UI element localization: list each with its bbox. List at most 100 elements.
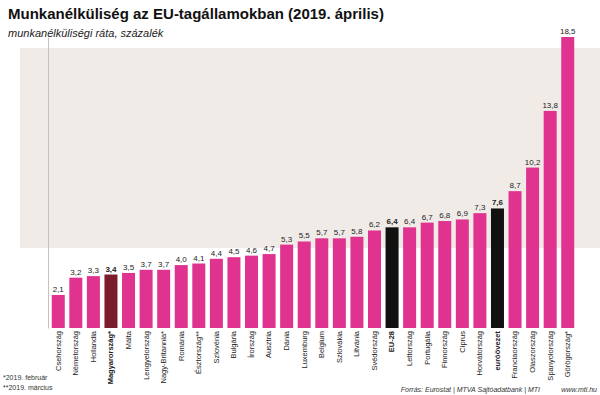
- bar: [298, 241, 311, 328]
- x-tick-label: Ciprus: [458, 331, 467, 353]
- x-tick: euróövezet: [493, 328, 502, 371]
- x-tick: Luxemburg: [300, 328, 309, 369]
- data-label: 6,4: [404, 217, 416, 226]
- bar: [122, 273, 135, 328]
- x-tick-label: Bulgária: [229, 330, 238, 358]
- data-label: 3,7: [141, 260, 153, 269]
- data-label: 5,5: [299, 231, 311, 240]
- bars: [52, 37, 574, 328]
- bar: [175, 265, 188, 328]
- bar: [368, 230, 381, 328]
- bar: [280, 245, 293, 328]
- bar: [438, 221, 451, 328]
- bar: [561, 37, 574, 328]
- data-label: 4,1: [193, 254, 205, 263]
- x-tick-label: Észtország**: [194, 331, 203, 374]
- data-label: 7,3: [474, 203, 486, 212]
- data-label: 8,7: [509, 181, 521, 190]
- bar: [210, 259, 223, 328]
- x-tick-label: Spanyolország: [546, 331, 555, 381]
- bar: [386, 227, 399, 328]
- bar: [104, 275, 117, 328]
- x-tick-label: Lengyelország: [141, 331, 150, 380]
- chart: 2,13,23,33,43,53,73,74,04,14,44,54,64,75…: [0, 0, 600, 395]
- x-tick-label: Írország: [247, 331, 256, 358]
- x-tick: Litvánia: [352, 328, 361, 357]
- data-label: 3,5: [123, 263, 135, 272]
- data-label: 5,7: [316, 228, 328, 237]
- bar: [473, 213, 486, 328]
- x-tick: Portugália: [423, 328, 432, 365]
- x-tick: Spanyolország: [546, 328, 555, 381]
- x-tick-label: Litvánia: [352, 330, 361, 357]
- x-tick: Szlovákia: [335, 328, 344, 363]
- x-tick: Románia: [177, 328, 186, 361]
- bar: [526, 168, 539, 328]
- x-tick: Ciprus: [458, 328, 467, 353]
- x-tick-label: Belgium: [317, 331, 326, 358]
- bar: [245, 256, 258, 328]
- bar: [350, 237, 363, 328]
- data-label: 4,4: [211, 249, 223, 258]
- x-tick-label: Dánia: [282, 330, 291, 350]
- data-label: 3,7: [158, 260, 170, 269]
- bar: [421, 223, 434, 328]
- data-label: 4,7: [264, 244, 276, 253]
- x-tick-label: Finnország: [440, 331, 449, 368]
- x-tick: Nagy-Britannia*: [159, 328, 168, 384]
- bar: [52, 295, 65, 328]
- x-tick-label: Görögország*: [563, 331, 572, 377]
- data-label: 4,0: [176, 255, 188, 264]
- data-label: 4,5: [228, 247, 240, 256]
- data-label: 10,2: [525, 158, 541, 167]
- y-axis-line: [48, 38, 49, 329]
- x-tick: Franciaország: [510, 328, 519, 379]
- x-tick: Szlovénia: [212, 328, 221, 364]
- bar: [491, 208, 504, 328]
- bar: [544, 111, 557, 328]
- x-tick: Észtország**: [194, 328, 203, 374]
- bar: [456, 219, 469, 328]
- x-tick-label: Franciaország: [510, 331, 519, 379]
- data-label: 13,8: [542, 101, 558, 110]
- data-label: 5,7: [334, 228, 346, 237]
- data-label: 7,6: [492, 198, 504, 207]
- x-tick: Hollandia: [89, 328, 98, 362]
- bar: [315, 238, 328, 328]
- x-tick-label: Nagy-Britannia*: [159, 331, 168, 384]
- x-tick-label: Málta: [124, 330, 133, 349]
- x-tick-label: Szlovákia: [335, 330, 344, 363]
- title: Munkanélküliség az EU-tagállamokban (201…: [8, 5, 384, 22]
- x-tick-label: Olaszország: [528, 331, 537, 373]
- data-label: 6,9: [457, 209, 469, 218]
- x-tick-label: Lettország: [405, 331, 414, 366]
- x-tick: Svédország: [370, 328, 379, 371]
- bar: [333, 238, 346, 328]
- data-label: 2,1: [53, 285, 65, 294]
- subtitle: munkanélküliségi ráta, százalék: [8, 27, 164, 39]
- bar: [87, 276, 100, 328]
- data-label: 6,7: [422, 213, 434, 222]
- x-tick-label: Svédország: [370, 331, 379, 371]
- data-label: 3,3: [88, 266, 100, 275]
- data-label: 3,4: [105, 265, 117, 274]
- x-tick: Magyarország*: [106, 328, 115, 384]
- x-tick: Németország: [71, 328, 80, 376]
- bar: [403, 227, 416, 328]
- bar: [263, 254, 276, 328]
- x-tick-label: Románia: [177, 330, 186, 361]
- x-tick-label: euróövezet: [493, 331, 502, 371]
- x-tick: Bulgária: [229, 328, 238, 359]
- x-tick: Ausztria: [264, 328, 273, 358]
- y-axis: [48, 38, 49, 329]
- x-tick-label: Horvátország: [475, 331, 484, 376]
- source: www.mti.hu: [561, 386, 597, 393]
- bar: [509, 191, 522, 328]
- bar: [157, 270, 170, 328]
- bar: [227, 257, 240, 328]
- data-label: 4,6: [246, 246, 258, 255]
- footnote: *2019. február: [3, 374, 48, 381]
- data-label: 6,4: [386, 217, 398, 226]
- x-tick-label: Luxemburg: [300, 331, 309, 369]
- x-tick: Lettország: [405, 328, 414, 366]
